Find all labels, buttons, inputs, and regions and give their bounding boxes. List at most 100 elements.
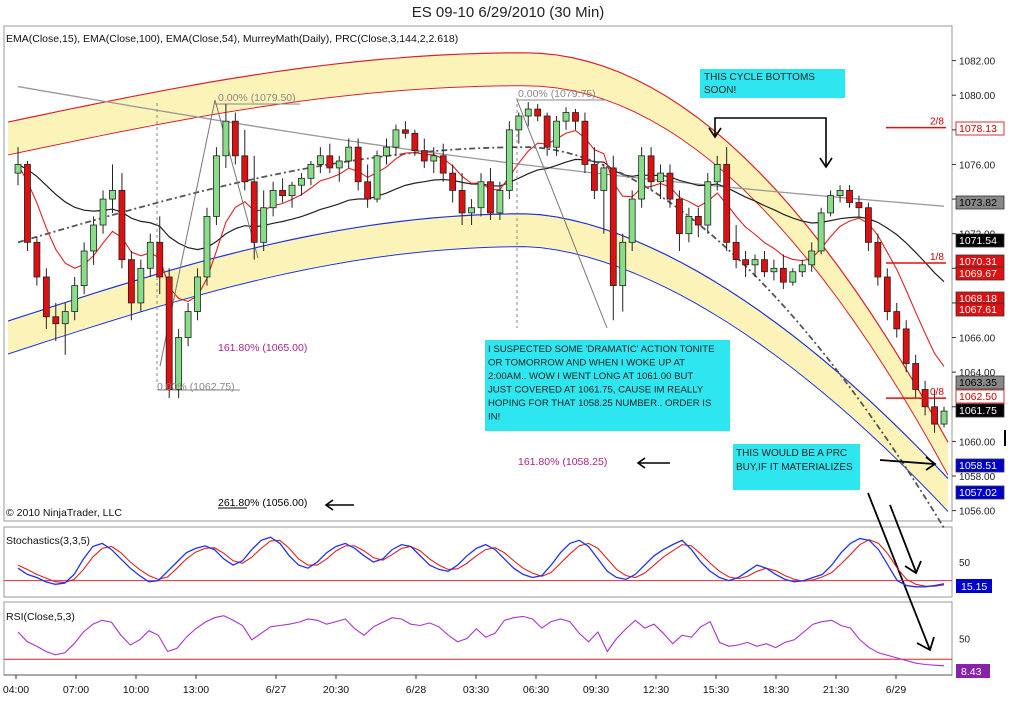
candle-body (798, 264, 806, 273)
indicator-legend: EMA(Close,15), EMA(Close,100), EMA(Close… (6, 33, 458, 45)
x-tick-label: 03:30 (463, 684, 489, 696)
price-marker-label: 1061.75 (959, 405, 997, 417)
candle-body (118, 190, 126, 261)
prc-upper-band-edge-lower (7, 85, 949, 476)
annotation-box-3 (733, 444, 860, 490)
candle-body (383, 146, 390, 157)
arrowhead (819, 157, 833, 169)
candle-body (789, 271, 797, 283)
candle-body (940, 410, 948, 425)
rsi-line (17, 615, 945, 667)
candle-body (505, 129, 513, 191)
candle-body (902, 328, 910, 364)
stoch-k-line (17, 536, 945, 588)
stoch-value-box (956, 579, 992, 593)
candle-body (808, 250, 816, 266)
candle-body (203, 215, 211, 278)
candle-body (590, 164, 598, 191)
candle-body (836, 190, 844, 197)
price-tick-label: 1080.00 (959, 91, 996, 102)
candle-body (468, 207, 475, 214)
candle-body (827, 195, 835, 214)
price-marker-label: 1073.82 (959, 197, 997, 209)
copyright-label: © 2010 NinjaTrader, LLC (6, 507, 122, 519)
candle-body (430, 155, 438, 162)
x-tick-label: 6/28 (406, 684, 427, 696)
candle-body (61, 311, 69, 325)
candle-body (194, 276, 201, 312)
candle-body (364, 181, 372, 200)
candle-body (402, 129, 409, 134)
price-marker-box (955, 195, 1005, 210)
candle-body (52, 316, 60, 325)
annotation-box-1 (700, 69, 845, 98)
x-tick-label: 18:30 (763, 684, 789, 696)
annotation-line: SOON! (704, 85, 736, 96)
candle-body (647, 155, 655, 183)
fib-label: 0.00% (1062.75) (157, 381, 235, 393)
price-marker-label: 1068.18 (959, 293, 997, 305)
candle-body (779, 267, 787, 283)
price-marker-box (955, 389, 1005, 404)
candle-body (354, 146, 362, 183)
prc-lower-band (8, 214, 948, 511)
candle-body (931, 406, 938, 425)
candle-body (562, 112, 570, 122)
candle-body (496, 190, 504, 214)
candle-body (260, 207, 268, 243)
candle-body (487, 181, 494, 214)
price-tick-label: 1066.00 (959, 334, 996, 345)
candle-body (817, 212, 825, 252)
down-arrow (889, 504, 917, 573)
candle-body (90, 224, 97, 252)
candle-body (146, 241, 154, 269)
x-tick-label: 10:00 (123, 684, 149, 696)
candle-body (458, 190, 466, 214)
candle-body (694, 215, 702, 226)
x-tick-label: 07:00 (63, 684, 89, 696)
candle-body (269, 190, 277, 209)
candle-body (666, 172, 674, 200)
price-tick-label: 1064.00 (959, 368, 996, 379)
down-arrow (867, 492, 931, 651)
prc-upper-band (8, 53, 948, 475)
candle-body (175, 337, 183, 390)
candle-body (534, 108, 542, 117)
fib-label: 0.00% (1079.75) (518, 88, 596, 100)
candle-body (165, 276, 173, 390)
candle-body (241, 155, 249, 183)
rsi-tick-label: 50 (959, 635, 971, 646)
candle-body (298, 177, 305, 186)
candle-body (713, 164, 721, 183)
arrowhead (636, 457, 646, 469)
price-marker-box (955, 266, 1005, 281)
annotation-box-2 (485, 340, 730, 431)
stoch-d-line (17, 539, 945, 587)
price-marker-box (955, 302, 1005, 317)
candle-body (619, 241, 627, 287)
candle-body (874, 241, 882, 278)
candle-body (316, 155, 324, 165)
candle-body (723, 164, 731, 243)
candle-body (893, 311, 901, 330)
rsi-panel (3, 601, 953, 676)
x-tick-label: 20:30 (323, 684, 349, 696)
fib-label: 0.00% (1079.50) (218, 92, 296, 104)
x-tick-label: 04:00 (3, 684, 29, 696)
fib-zigzag-2 (516, 99, 608, 329)
candle-body (685, 215, 693, 235)
price-marker-label: 1071.54 (959, 235, 997, 247)
candle-body (704, 181, 712, 226)
price-tick-label: 1082.00 (959, 57, 996, 68)
rsi-value-box (956, 664, 990, 678)
candle-body (524, 108, 532, 117)
fib-label: 161.80% (1058.25) (518, 456, 607, 468)
candle-body (449, 172, 457, 191)
annotation-line: JUST COVERED AT 1061.75, CAUSE IM REALLY (488, 385, 704, 396)
candle-body (638, 155, 646, 200)
annotation-line: THIS CYCLE BOTTOMS (704, 72, 815, 83)
right-arrow (879, 459, 935, 465)
price-tick-label: 1060.00 (959, 437, 996, 448)
arrowhead (925, 456, 937, 471)
